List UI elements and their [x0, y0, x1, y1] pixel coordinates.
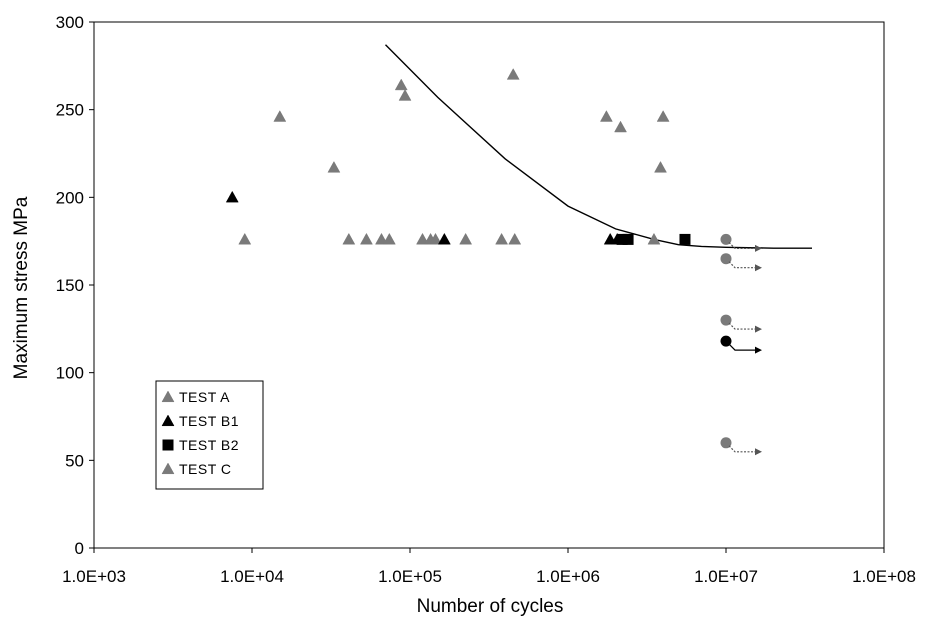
data-points-layer — [225, 68, 691, 245]
runout-arrowhead — [755, 346, 762, 354]
legend-marker-test-c — [161, 462, 175, 475]
runout-arrow — [728, 322, 756, 330]
x-tick-label: 1.0E+07 — [694, 567, 758, 586]
test-a-point — [416, 232, 429, 245]
test-a-point — [495, 232, 509, 245]
legend-label: TEST B1 — [179, 413, 239, 429]
legend-label: TEST B2 — [179, 437, 239, 453]
runout-point — [720, 335, 732, 347]
test-a-point — [360, 232, 373, 245]
test-a-point — [614, 120, 627, 133]
legend-label: TEST A — [179, 389, 230, 405]
runout-arrowhead — [755, 448, 762, 456]
legend-marker-test-a — [161, 390, 175, 403]
y-tick-label: 0 — [75, 539, 84, 558]
legend-marker-test-b1 — [161, 414, 175, 427]
test-a-point — [342, 232, 356, 245]
x-axis-title: Number of cycles — [417, 596, 564, 617]
test-a-point — [238, 232, 252, 245]
runout-point — [720, 437, 732, 449]
test-a-point — [375, 232, 388, 245]
y-axis-title: Maximum stress MPa — [11, 196, 32, 379]
test-a-point — [459, 232, 473, 245]
legend-label: TEST C — [179, 461, 232, 477]
test-a-point — [508, 232, 522, 245]
y-tick-label: 200 — [56, 188, 84, 207]
runout-arrow — [728, 445, 756, 453]
y-tick-label: 300 — [56, 13, 84, 32]
test-b2-point — [622, 233, 634, 245]
runout-arrowhead — [755, 325, 762, 333]
x-tick-label: 1.0E+06 — [536, 567, 600, 586]
test-a-point — [273, 110, 287, 122]
x-tick-label: 1.0E+08 — [852, 567, 916, 586]
x-tick-label: 1.0E+04 — [220, 567, 284, 586]
test-a-point — [599, 110, 613, 122]
runout-arrow — [728, 343, 756, 351]
y-tick-label: 150 — [56, 276, 84, 295]
x-axis: 1.0E+03 1.0E+04 1.0E+05 1.0E+06 1.0E+07 1.0E+… — [62, 548, 916, 586]
test-a-point — [654, 161, 667, 173]
runout-layer — [720, 233, 762, 456]
test-a-point — [327, 161, 341, 173]
y-axis: 0 50 100 150 200 250 300 — [56, 13, 94, 558]
legend: TEST A TEST B1 TEST B2 TEST C — [155, 380, 264, 490]
runout-point — [720, 233, 732, 245]
test-a-point — [656, 110, 670, 122]
x-tick-label: 1.0E+05 — [378, 567, 442, 586]
test-a-point — [398, 89, 412, 101]
test-a-point — [394, 78, 408, 91]
test-a-point — [429, 232, 442, 245]
x-tick-label: 1.0E+03 — [62, 567, 126, 586]
y-tick-label: 50 — [65, 451, 84, 470]
y-tick-label: 100 — [56, 364, 84, 383]
runout-point — [720, 314, 732, 326]
runout-arrowhead — [755, 244, 762, 252]
test-b1-point — [225, 190, 239, 203]
test-b2-point — [616, 233, 628, 245]
test-a-point — [647, 232, 661, 245]
y-tick-label: 250 — [56, 101, 84, 120]
runout-arrowhead — [755, 264, 762, 272]
test-a-point — [382, 232, 396, 245]
runout-arrow — [728, 241, 756, 250]
legend-box — [155, 380, 264, 490]
test-b2-point — [679, 233, 691, 245]
runout-arrow — [728, 261, 756, 269]
test-a-point — [506, 68, 520, 80]
legend-marker-test-b2 — [162, 439, 174, 451]
runout-point — [720, 253, 732, 265]
test-b1-point — [437, 232, 451, 245]
